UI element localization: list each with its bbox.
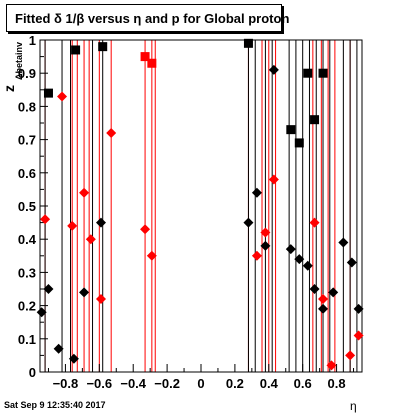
diamond-marker [346, 257, 357, 268]
x-tick-label: −0.8 [53, 376, 79, 391]
x-tick-label: −0.4 [120, 376, 146, 391]
diamond-marker [96, 293, 107, 304]
x-axis-label: η [350, 399, 357, 413]
diamond-marker [251, 187, 262, 198]
diamond-marker [79, 287, 90, 298]
diamond-marker [338, 237, 349, 248]
diamond-marker [67, 220, 78, 231]
diamond-marker [318, 293, 329, 304]
diamond-marker [285, 244, 296, 255]
diamond-marker [309, 217, 320, 228]
diamond-marker [353, 303, 364, 314]
square-marker [140, 52, 150, 62]
square-marker [310, 115, 320, 125]
diamond-marker [106, 127, 117, 138]
x-tick-label: −0.2 [154, 376, 180, 391]
diamond-marker [79, 187, 90, 198]
diamond-marker [328, 287, 339, 298]
chart-title: Fitted δ 1/β versus η and p for Global p… [15, 11, 290, 26]
x-tick-label: 0.4 [260, 376, 279, 391]
square-marker [71, 45, 81, 55]
x-axis: −0.8 −0.6 −0.4 −0.2 0 0.2 0.4 0.6 0.8 [47, 364, 355, 391]
x-tick-label: −0.6 [86, 376, 112, 391]
diamond-marker [140, 224, 151, 235]
diamond-marker [85, 234, 96, 245]
x-tick-label: 0.2 [226, 376, 244, 391]
square-marker [318, 68, 328, 78]
diamond-marker [326, 360, 337, 371]
y-tick-label: 0 [29, 365, 36, 380]
diamond-marker [57, 91, 68, 102]
chart-title-box: Fitted δ 1/β versus η and p for Global p… [6, 4, 289, 32]
x-tick-label: 0.8 [328, 376, 346, 391]
diamond-marker [36, 307, 47, 318]
diamond-marker [146, 250, 157, 261]
y-tick-label: 0.6 [18, 166, 36, 181]
y-axis: 0 0.1 0.2 0.3 0.4 0.5 0.6 0.7 0.8 0.9 1 [18, 33, 48, 380]
diamond-marker [40, 214, 51, 225]
diamond-marker [345, 350, 356, 361]
y-tick-label: 0.4 [18, 232, 37, 247]
vertical-lines [44, 40, 358, 372]
diamond-marker [260, 240, 271, 251]
y-tick-label: 0.7 [18, 133, 36, 148]
y-tick-label: 1 [29, 33, 36, 48]
square-marker [147, 58, 157, 68]
square-marker [243, 38, 253, 48]
diamond-marker [260, 227, 271, 238]
square-marker [294, 138, 304, 148]
y-axis-label-subscript: Δbetainv [14, 42, 24, 80]
square-marker [303, 68, 313, 78]
diamond-marker [43, 284, 54, 294]
diamond-marker [251, 250, 262, 261]
diamond-marker [96, 217, 107, 228]
diamond-marker [53, 343, 64, 354]
x-tick-label: 0 [197, 376, 204, 391]
footer-timestamp: Sat Sep 9 12:35:40 2017 [4, 400, 106, 410]
y-tick-label: 0.9 [18, 66, 36, 81]
square-marker [286, 125, 296, 135]
diamond-marker [318, 303, 329, 314]
y-tick-label: 0.3 [18, 265, 36, 280]
plot-frame [39, 39, 363, 373]
y-tick-label: 0.8 [18, 99, 36, 114]
square-marker [98, 42, 108, 52]
diamond-marker [268, 174, 279, 185]
square-marker [43, 88, 53, 98]
data-points [36, 38, 364, 371]
diamond-marker [243, 217, 254, 228]
diamond-marker [309, 284, 320, 294]
y-axis-label: z [1, 85, 17, 92]
diamond-marker [302, 260, 313, 271]
diamond-marker [68, 353, 79, 364]
x-tick-label: 0.6 [294, 376, 312, 391]
diamond-marker [268, 64, 279, 75]
y-tick-label: 0.1 [18, 332, 36, 347]
diamond-marker [294, 254, 305, 265]
y-tick-label: 0.2 [18, 299, 36, 314]
y-tick-label: 0.5 [18, 199, 36, 214]
diamond-marker [353, 330, 364, 341]
